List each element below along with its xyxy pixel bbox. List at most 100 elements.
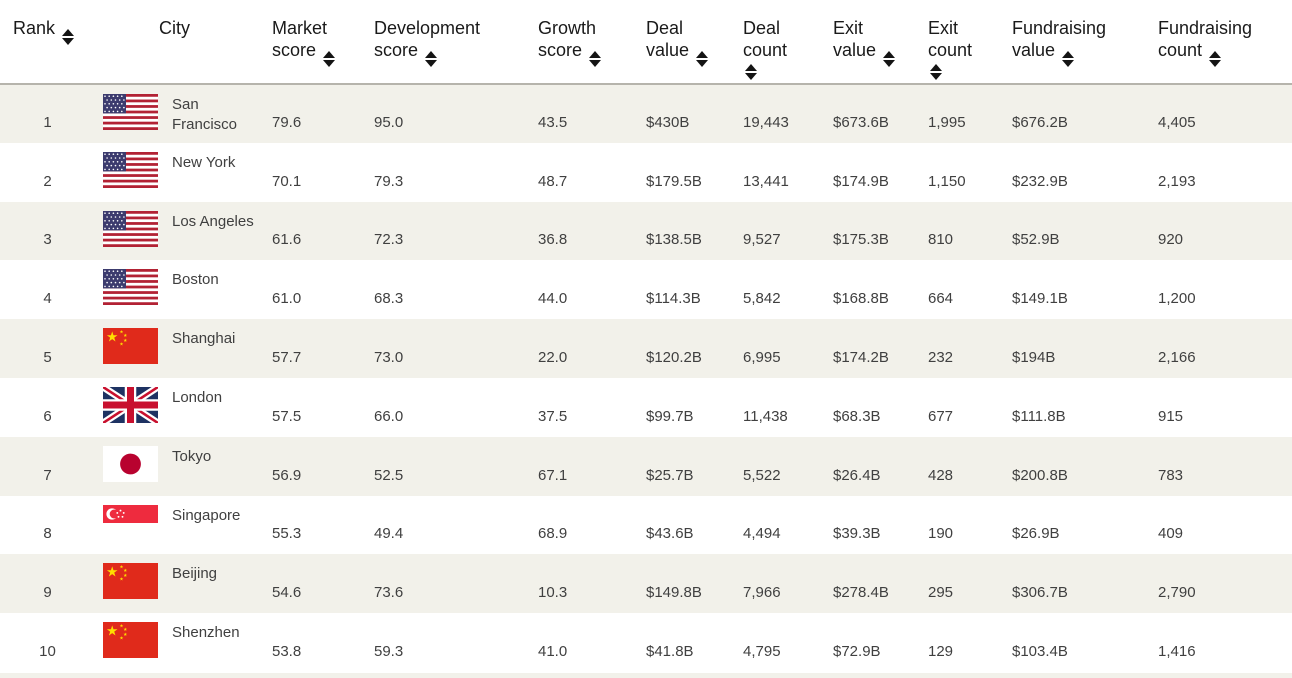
city-cell: San Francisco (95, 84, 272, 143)
header-label-line: Deal (743, 18, 781, 38)
column-header-exit-count[interactable]: Exit count (928, 0, 1012, 85)
column-header-market-score[interactable]: Market score (272, 0, 374, 85)
sort-down-triangle (745, 73, 757, 80)
deal-value-cell: $114.3B (646, 290, 701, 308)
growth-score-cell: 48.7 (538, 172, 568, 190)
sort-up-triangle (62, 29, 75, 36)
deal-value-cell: $149.8B (646, 584, 702, 602)
fundraising-value-cell: $676.2B (1012, 113, 1068, 131)
sort-down-triangle (696, 60, 709, 67)
fundraising-count-cell: 1,416 (1158, 642, 1196, 660)
city-cell: New York (95, 143, 272, 202)
exit-count-cell: 1,995 (928, 113, 966, 131)
rank-cell: 3 (43, 231, 52, 249)
header-label-line: score (374, 39, 538, 67)
city-cell-content: Singapore (95, 504, 272, 541)
fundraising-value-cell: $306.7B (1012, 584, 1068, 602)
header-row: Rank City Market score Development score Growt… (0, 0, 1292, 85)
column-header-deal-count[interactable]: Deal count (743, 0, 833, 85)
fundraising-value-cell: $52.9B (1012, 231, 1060, 249)
fundraising-count-cell: 2,790 (1158, 584, 1196, 602)
exit-count-cell: 232 (928, 348, 954, 366)
deal-count-cell: 13,441 (743, 172, 789, 190)
sort-icon (883, 51, 896, 67)
deal-count-cell: 11,438 (743, 407, 788, 425)
sort-down-triangle (1209, 60, 1222, 67)
next-row-peek (0, 673, 1292, 678)
city-cell-content: New York (95, 151, 272, 188)
city-cell: London (95, 378, 272, 437)
city-name: Los Angeles (172, 212, 254, 230)
sort-up-triangle (1209, 51, 1222, 58)
united-states-flag-icon (103, 151, 158, 188)
rank-cell: 6 (43, 407, 52, 425)
header-label-line: value (1012, 39, 1158, 67)
rank-cell: 1 (43, 113, 52, 131)
city-name: Shanghai (172, 330, 236, 348)
header-label-line: score (272, 39, 374, 67)
sort-up-triangle (589, 51, 602, 58)
deal-value-cell: $138.5B (646, 231, 702, 249)
column-header-fundraising-value[interactable]: Fundraising value (1012, 0, 1158, 85)
city-cell-content: Boston (95, 269, 272, 306)
rank-cell: 10 (39, 642, 56, 660)
development-score-cell: 68.3 (374, 290, 404, 308)
city-cell-content: Shenzhen (95, 622, 272, 659)
united-kingdom-flag-icon (103, 386, 158, 423)
fundraising-value-cell: $232.9B (1012, 172, 1068, 190)
japan-flag-icon (103, 445, 158, 482)
sort-up-triangle (883, 51, 896, 58)
market-score-cell: 53.8 (272, 642, 302, 660)
fundraising-count-cell: 4,405 (1158, 113, 1196, 131)
column-header-fundraising-count[interactable]: Fundraising count (1158, 0, 1292, 85)
growth-score-cell: 44.0 (538, 290, 568, 308)
header-label-line: Growth (538, 18, 597, 38)
fundraising-value-cell: $200.8B (1012, 466, 1068, 484)
united-states-flag-icon (103, 94, 158, 130)
sort-down-triangle (930, 73, 942, 80)
deal-value-cell: $179.5B (646, 172, 702, 190)
sort-icon (696, 51, 709, 67)
rank-cell: 2 (43, 172, 52, 190)
growth-score-cell: 37.5 (538, 407, 568, 425)
market-score-cell: 61.6 (272, 231, 302, 249)
column-header-development-score[interactable]: Development score (374, 0, 538, 85)
column-header-exit-value[interactable]: Exit value (833, 0, 928, 85)
fundraising-value-cell: $149.1B (1012, 290, 1068, 308)
table-row-beijing: 9 Beijing 54.6 73.6 10.3 $149.8B 7,966 $278.4B 2… (0, 554, 1292, 614)
city-cell: Tokyo (95, 437, 272, 496)
exit-value-cell: $39.3B (833, 525, 881, 543)
development-score-cell: 59.3 (374, 642, 404, 660)
deal-count-cell: 7,966 (743, 584, 781, 602)
rank-cell: 9 (43, 584, 52, 602)
exit-value-cell: $174.9B (833, 172, 889, 190)
exit-value-cell: $673.6B (833, 113, 889, 131)
column-header-growth-score[interactable]: Growth score (538, 0, 646, 85)
sort-down-triangle (323, 60, 336, 67)
city-name: London (172, 388, 223, 406)
column-header-deal-value[interactable]: Deal value (646, 0, 743, 85)
sort-up-triangle (696, 51, 709, 58)
market-score-cell: 79.6 (272, 113, 302, 131)
deal-count-cell: 19,443 (743, 113, 789, 131)
deal-count-cell: 5,842 (743, 290, 781, 308)
fundraising-count-cell: 2,166 (1158, 348, 1196, 366)
fundraising-value-cell: $26.9B (1012, 525, 1060, 543)
united-states-flag-icon (103, 210, 158, 247)
fundraising-value-cell: $194B (1012, 348, 1056, 366)
header-label-line: Exit (833, 18, 864, 38)
fundraising-value-cell: $103.4B (1012, 642, 1068, 660)
sort-icon (323, 51, 336, 67)
sort-down-triangle (1062, 60, 1075, 67)
fundraising-value-cell: $111.8B (1012, 407, 1066, 425)
header-label-line: Exit (928, 18, 959, 38)
column-header-rank[interactable]: Rank (0, 0, 95, 85)
exit-count-cell: 295 (928, 584, 954, 602)
city-cell-content: San Francisco (95, 94, 272, 135)
rank-cell: 7 (43, 466, 52, 484)
sort-icon (425, 51, 438, 67)
table-row-tokyo: 7 Tokyo 56.9 52.5 67.1 $25.7B 5,522 $26.4B 428 $2… (0, 436, 1292, 496)
deal-value-cell: $430B (646, 113, 690, 131)
exit-value-cell: $68.3B (833, 407, 881, 425)
header-label-line: count (743, 39, 833, 80)
